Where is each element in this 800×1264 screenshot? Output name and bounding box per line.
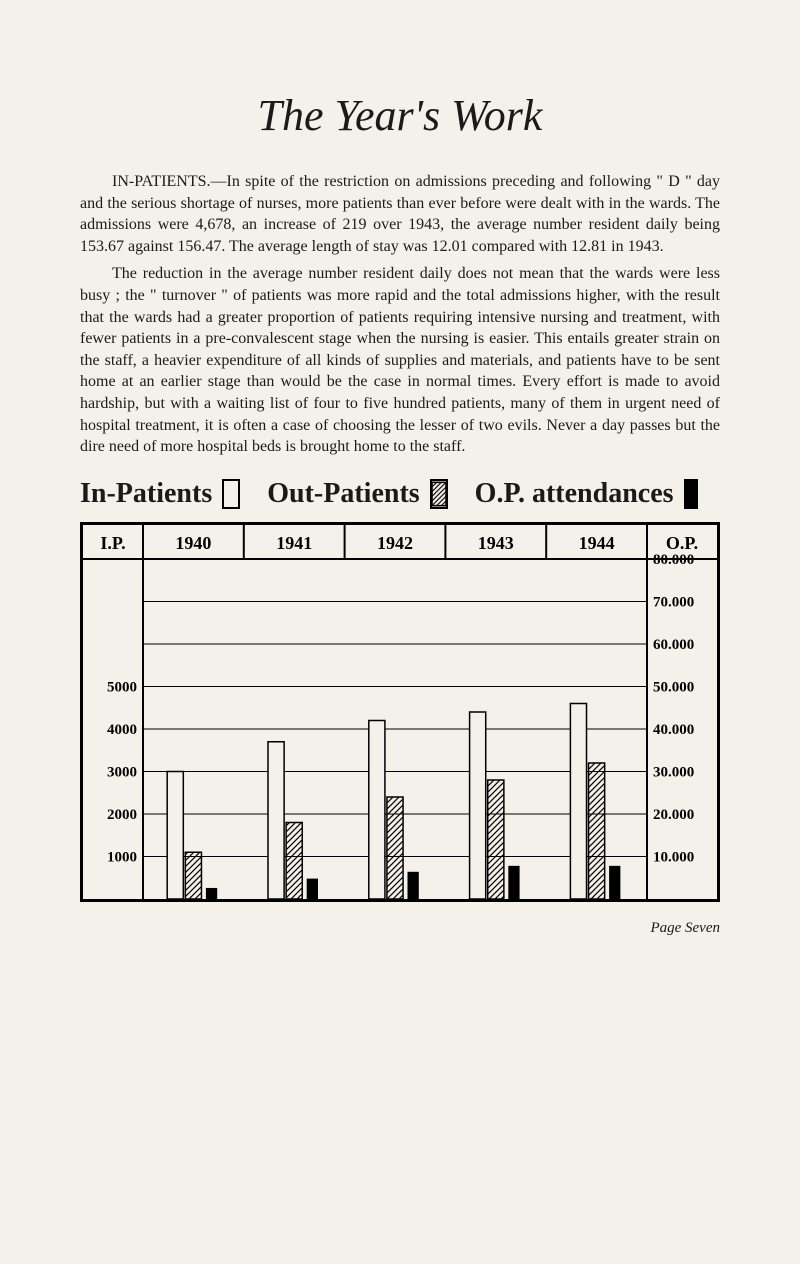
svg-text:4000: 4000 <box>107 722 137 738</box>
svg-text:80.000: 80.000 <box>653 552 694 568</box>
svg-text:40.000: 40.000 <box>653 722 694 738</box>
chart-legend: In-Patients Out-Patients O.P. attendance… <box>80 478 720 510</box>
svg-text:2000: 2000 <box>107 807 137 823</box>
legend-out-patients-label: Out-Patients <box>267 478 419 510</box>
svg-text:60.000: 60.000 <box>653 637 694 653</box>
svg-text:O.P.: O.P. <box>666 533 698 553</box>
svg-text:1944: 1944 <box>579 533 615 553</box>
svg-text:50.000: 50.000 <box>653 679 694 695</box>
page-number: Page Seven <box>80 920 720 937</box>
paragraph-1: IN-PATIENTS.—In spite of the restriction… <box>80 171 720 257</box>
svg-text:1943: 1943 <box>478 533 514 553</box>
svg-text:1000: 1000 <box>107 849 137 865</box>
svg-text:1940: 1940 <box>175 533 211 553</box>
paragraph-2: The reduction in the average number resi… <box>80 263 720 457</box>
svg-text:I.P.: I.P. <box>100 533 125 553</box>
svg-text:30.000: 30.000 <box>653 764 694 780</box>
svg-text:1942: 1942 <box>377 533 413 553</box>
svg-text:1941: 1941 <box>276 533 312 553</box>
page-title: The Year's Work <box>80 90 720 141</box>
legend-swatch-op-attendances <box>684 479 698 509</box>
legend-swatch-inpatients <box>222 479 240 509</box>
legend-op-attendances-label: O.P. attendances <box>475 478 674 510</box>
svg-text:3000: 3000 <box>107 764 137 780</box>
paragraph-1-text: IN-PATIENTS.—In spite of the restriction… <box>80 173 720 255</box>
svg-text:5000: 5000 <box>107 679 137 695</box>
svg-text:70.000: 70.000 <box>653 594 694 610</box>
chart: I.P. O.P. 1940 1941 1942 1943 1944 5000 4000 3000… <box>80 522 720 902</box>
paragraph-2-text: The reduction in the average number resi… <box>80 265 720 455</box>
svg-text:20.000: 20.000 <box>653 807 694 823</box>
svg-text:10.000: 10.000 <box>653 849 694 865</box>
legend-in-patients-label: In-Patients <box>80 478 212 510</box>
legend-swatch-outpatients <box>430 479 448 509</box>
